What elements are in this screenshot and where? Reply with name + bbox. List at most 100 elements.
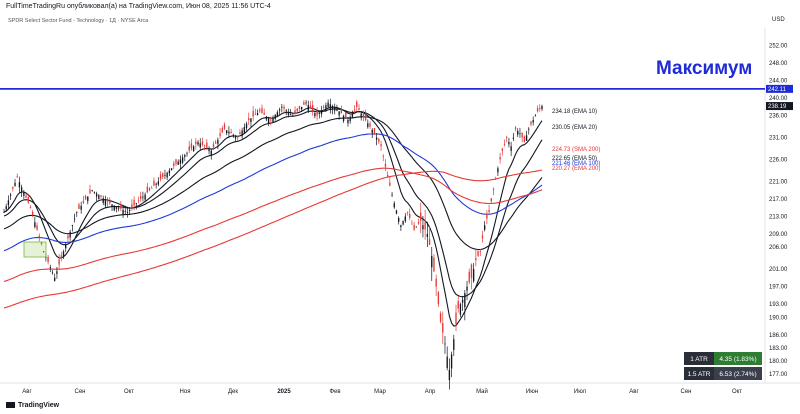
candle-body bbox=[466, 286, 468, 291]
candle bbox=[318, 110, 320, 119]
candle bbox=[109, 197, 111, 205]
candle-body bbox=[228, 131, 230, 134]
candle bbox=[184, 153, 186, 162]
candle-body bbox=[409, 214, 411, 218]
candle bbox=[270, 116, 272, 126]
candle-body bbox=[248, 118, 250, 121]
candle-body bbox=[267, 118, 270, 124]
candle-body bbox=[250, 118, 252, 123]
candle-body bbox=[120, 204, 122, 209]
price-tick-label: 217.00 bbox=[769, 197, 788, 203]
candle bbox=[197, 139, 199, 147]
candle bbox=[373, 128, 376, 135]
candle-body bbox=[153, 180, 155, 186]
candle-body bbox=[380, 144, 382, 147]
candle bbox=[78, 202, 80, 210]
candle-body bbox=[71, 225, 74, 227]
candle-body bbox=[426, 233, 429, 237]
candle bbox=[539, 104, 541, 112]
candle-body bbox=[254, 113, 257, 115]
candle-body bbox=[140, 196, 142, 199]
candle bbox=[95, 191, 98, 202]
candle-body bbox=[109, 200, 111, 204]
candle bbox=[166, 171, 168, 181]
candle-body bbox=[270, 119, 272, 121]
candle bbox=[192, 145, 195, 152]
candle-body bbox=[356, 101, 358, 107]
candle bbox=[400, 224, 402, 231]
candle bbox=[56, 266, 58, 279]
maximum-annotation: Максимум bbox=[656, 58, 752, 79]
candle bbox=[464, 289, 466, 321]
candle-body bbox=[336, 109, 338, 111]
candle bbox=[23, 189, 25, 200]
candle bbox=[446, 346, 448, 371]
candle-body bbox=[148, 188, 151, 191]
candle bbox=[18, 176, 21, 193]
candle bbox=[453, 334, 455, 356]
candle-body bbox=[492, 189, 495, 191]
candle bbox=[91, 189, 93, 192]
candle bbox=[14, 179, 16, 187]
candle bbox=[3, 208, 5, 213]
candle bbox=[367, 119, 369, 129]
candle bbox=[283, 104, 285, 113]
candle-body bbox=[433, 257, 435, 272]
price-tick-label: 177.00 bbox=[769, 372, 788, 378]
candle-body bbox=[514, 127, 517, 129]
candle-body bbox=[175, 159, 177, 164]
candle bbox=[199, 138, 201, 151]
candle-body bbox=[47, 256, 49, 263]
candle-body bbox=[283, 106, 285, 109]
candle bbox=[305, 99, 307, 106]
candle-body bbox=[362, 113, 365, 117]
candle-body bbox=[300, 106, 303, 110]
candle-body bbox=[29, 207, 32, 208]
candle-body bbox=[442, 322, 444, 333]
candle-body bbox=[181, 157, 184, 163]
candle bbox=[201, 137, 204, 147]
candle-body bbox=[292, 115, 294, 117]
candle-body bbox=[73, 218, 76, 220]
candle-body bbox=[197, 141, 199, 145]
candle bbox=[442, 311, 444, 344]
brand-name: TradingView bbox=[18, 402, 60, 409]
ema-50-line bbox=[3, 116, 543, 251]
candle-body bbox=[536, 108, 539, 112]
candle-body bbox=[122, 209, 124, 215]
candle bbox=[135, 202, 137, 210]
candle bbox=[248, 112, 250, 126]
candle bbox=[29, 205, 32, 209]
time-tick-label: Авг bbox=[629, 389, 639, 395]
candle-body bbox=[450, 354, 453, 369]
candle-body bbox=[369, 123, 371, 127]
candle-body bbox=[9, 194, 12, 196]
candle bbox=[512, 132, 515, 142]
candle bbox=[340, 105, 343, 114]
candle bbox=[164, 169, 166, 180]
candle-body bbox=[223, 124, 226, 129]
candle-body bbox=[278, 109, 281, 111]
candle bbox=[457, 296, 459, 313]
candle-body bbox=[353, 109, 356, 111]
candle bbox=[12, 186, 14, 192]
candle-body bbox=[404, 216, 406, 222]
tradingview-logo: TradingView bbox=[6, 402, 59, 409]
candle-body bbox=[142, 196, 144, 198]
candle bbox=[142, 191, 144, 202]
candle bbox=[437, 291, 440, 308]
candle bbox=[49, 264, 51, 273]
candle-body bbox=[448, 369, 451, 381]
candle bbox=[234, 134, 237, 142]
candle-body bbox=[239, 132, 241, 135]
candle-body bbox=[490, 198, 492, 202]
candle bbox=[375, 132, 378, 146]
candle bbox=[334, 103, 336, 115]
candle bbox=[294, 106, 296, 115]
candle bbox=[296, 108, 298, 114]
candle bbox=[104, 195, 107, 209]
candle bbox=[472, 263, 475, 283]
candle bbox=[89, 184, 91, 195]
candle bbox=[483, 221, 486, 232]
